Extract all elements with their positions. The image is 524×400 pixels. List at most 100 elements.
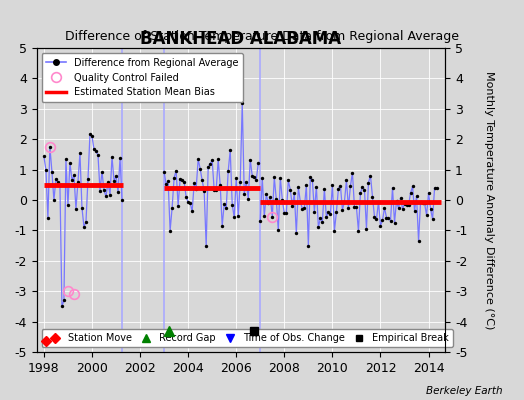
- Point: [190, 180, 199, 186]
- Point: [405, 202, 413, 209]
- Point: [304, 242, 312, 249]
- Point: [268, 214, 277, 220]
- Point: [172, 168, 180, 174]
- Point: [56, 182, 64, 188]
- Point: [290, 190, 299, 196]
- Point: [236, 179, 244, 185]
- Point: [418, 199, 427, 206]
- Point: [318, 218, 326, 225]
- Point: [106, 192, 114, 198]
- Point: [316, 215, 324, 222]
- Point: [74, 179, 82, 185]
- Point: [282, 210, 290, 216]
- Point: [72, 206, 80, 212]
- Point: [417, 198, 425, 205]
- Point: [194, 156, 202, 162]
- Point: [42, 166, 50, 173]
- Point: [350, 204, 358, 210]
- Point: [260, 213, 268, 220]
- Title: BANKHEAD ALABAMA: BANKHEAD ALABAMA: [140, 30, 342, 48]
- Point: [114, 189, 122, 195]
- Point: [270, 174, 278, 181]
- Point: [180, 179, 188, 185]
- Point: [406, 190, 414, 196]
- Point: [420, 200, 429, 207]
- Point: [43, 214, 52, 221]
- Point: [182, 194, 190, 200]
- Point: [40, 153, 48, 160]
- Point: [240, 191, 248, 197]
- Point: [361, 186, 369, 193]
- Point: [344, 204, 353, 211]
- Point: [278, 197, 287, 203]
- Point: [264, 200, 272, 206]
- Point: [82, 219, 90, 225]
- Point: [100, 187, 108, 194]
- Point: [262, 191, 270, 198]
- Point: [116, 155, 124, 161]
- Point: [80, 224, 88, 230]
- Point: [230, 214, 238, 220]
- Point: [104, 179, 112, 185]
- Point: [234, 213, 243, 219]
- Point: [383, 214, 391, 221]
- Point: [348, 170, 357, 176]
- Point: [300, 205, 309, 211]
- Point: [88, 133, 96, 139]
- Point: [220, 201, 228, 207]
- Point: [216, 182, 224, 189]
- Point: [162, 181, 170, 188]
- Point: [308, 177, 316, 183]
- Point: [378, 217, 387, 224]
- Point: [412, 193, 421, 200]
- Point: [210, 187, 219, 194]
- Point: [374, 199, 383, 205]
- Point: [60, 297, 68, 304]
- Point: [176, 176, 184, 182]
- Point: [330, 228, 339, 234]
- Point: [92, 148, 100, 154]
- Point: [332, 209, 341, 215]
- Point: [108, 154, 116, 160]
- Point: [424, 190, 433, 196]
- Point: [298, 206, 307, 212]
- Point: [110, 178, 118, 184]
- Point: [370, 213, 379, 220]
- Point: [242, 179, 250, 185]
- Point: [198, 177, 206, 184]
- Point: [52, 176, 60, 182]
- Point: [166, 227, 174, 234]
- Point: [427, 206, 435, 212]
- Point: [204, 164, 212, 171]
- Point: [46, 144, 54, 150]
- Point: [250, 174, 258, 180]
- Point: [68, 177, 76, 183]
- Point: [310, 208, 319, 215]
- Point: [395, 205, 403, 212]
- Point: [174, 202, 182, 209]
- Point: [252, 177, 260, 183]
- Point: [226, 147, 234, 154]
- Point: [396, 195, 405, 202]
- Point: [208, 157, 216, 164]
- Point: [96, 187, 104, 194]
- Legend: Station Move, Record Gap, Time of Obs. Change, Empirical Break: Station Move, Record Gap, Time of Obs. C…: [41, 329, 453, 347]
- Text: Difference of Station Temperature Data from Regional Average: Difference of Station Temperature Data f…: [65, 30, 459, 43]
- Point: [296, 198, 304, 205]
- Point: [408, 183, 417, 190]
- Point: [340, 199, 348, 205]
- Point: [244, 196, 253, 202]
- Point: [366, 172, 375, 179]
- Point: [326, 211, 335, 218]
- Point: [84, 176, 92, 182]
- Point: [206, 160, 214, 167]
- Point: [384, 214, 392, 221]
- Point: [118, 197, 126, 204]
- Point: [346, 183, 355, 189]
- Point: [338, 206, 346, 213]
- Point: [432, 185, 441, 191]
- Point: [368, 194, 377, 200]
- Point: [170, 174, 178, 181]
- Point: [186, 200, 194, 206]
- Point: [314, 224, 323, 230]
